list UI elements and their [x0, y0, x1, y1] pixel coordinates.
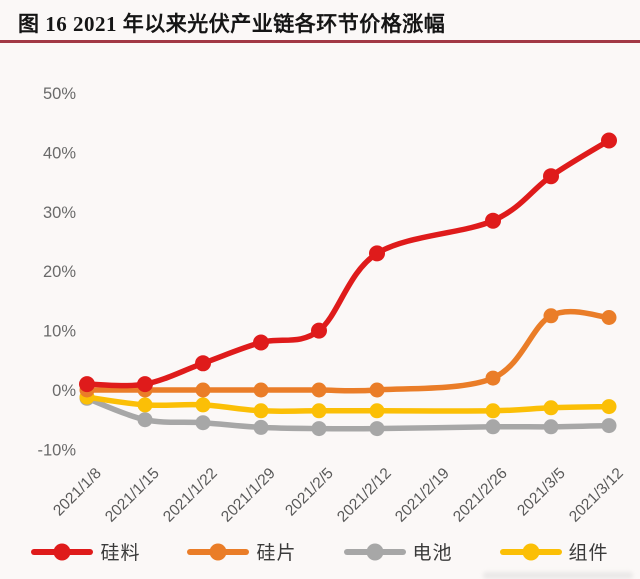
- data-point-module: [253, 403, 269, 419]
- x-tick-label: 2021/3/12: [566, 465, 627, 526]
- x-tick-label: 2021/1/8: [50, 465, 105, 520]
- legend-item-module: 组件: [499, 538, 609, 565]
- data-point-module: [137, 397, 153, 413]
- wafer-line-marker-icon: [187, 542, 250, 562]
- x-tick-label: 2021/1/29: [218, 465, 279, 526]
- x-tick-label: 2021/3/5: [514, 465, 569, 520]
- data-point-module: [543, 400, 559, 416]
- data-point-silicon-material: [369, 245, 385, 262]
- series-silicon-material: [79, 132, 617, 393]
- data-point-wafer: [543, 308, 559, 324]
- legend-label-silicon-material: 硅料: [100, 543, 141, 564]
- series-module: [79, 389, 617, 419]
- data-point-silicon-material: [601, 132, 617, 149]
- legend-item-cell: 电池: [343, 538, 453, 565]
- silicon-material-line-marker-icon: [31, 542, 94, 562]
- legend-label-module: 组件: [568, 543, 609, 564]
- data-point-cell: [369, 421, 385, 437]
- data-point-cell: [485, 419, 501, 435]
- data-point-module: [369, 403, 385, 419]
- cell-line-marker-icon: [343, 542, 406, 562]
- data-point-silicon-material: [253, 334, 269, 351]
- data-point-wafer: [195, 382, 211, 398]
- x-tick-label: 2021/1/22: [160, 465, 221, 526]
- data-point-module: [601, 399, 617, 415]
- data-point-cell: [195, 415, 211, 431]
- module-line-marker-icon: [499, 542, 562, 562]
- series-wafer: [79, 308, 617, 398]
- y-tick-label: 40%: [43, 144, 76, 162]
- figure-title: 图 16 2021 年以来光伏产业链各环节价格涨幅: [18, 12, 446, 36]
- series-line-silicon-material: [84, 137, 612, 389]
- data-point-cell: [137, 412, 153, 428]
- data-point-silicon-material: [311, 322, 327, 339]
- data-point-wafer: [485, 370, 501, 386]
- data-point-silicon-material: [485, 212, 501, 229]
- chart-legend: 硅料 硅片 电池 组件: [0, 538, 640, 565]
- x-tick-label: 2021/2/19: [392, 465, 453, 526]
- legend-item-wafer: 硅片: [187, 538, 296, 565]
- series-line-wafer: [84, 309, 612, 394]
- data-point-silicon-material: [543, 168, 559, 185]
- series-line-module: [84, 394, 612, 414]
- legend-item-silicon-material: 硅料: [31, 538, 140, 565]
- x-tick-label: 2021/2/5: [282, 465, 337, 520]
- data-point-module: [195, 397, 211, 413]
- legend-label-wafer: 硅片: [256, 543, 297, 564]
- y-tick-label: -10%: [37, 441, 76, 459]
- data-point-cell: [311, 421, 327, 437]
- data-point-cell: [601, 418, 617, 434]
- y-tick-label: 30%: [43, 204, 76, 222]
- data-point-wafer: [601, 310, 617, 325]
- data-point-cell: [543, 419, 559, 435]
- data-point-wafer: [311, 382, 327, 398]
- data-point-silicon-material: [195, 355, 211, 372]
- data-point-wafer: [253, 382, 269, 398]
- x-tick-label: 2021/2/12: [334, 465, 395, 526]
- x-tick-label: 2021/2/26: [450, 465, 511, 526]
- data-point-cell: [253, 419, 269, 435]
- data-point-silicon-material: [79, 376, 95, 393]
- x-tick-label: 2021/1/15: [102, 465, 163, 526]
- data-point-module: [311, 403, 327, 419]
- data-point-module: [485, 403, 501, 419]
- cropped-watermark-remnant: [483, 572, 633, 579]
- y-tick-label: 20%: [43, 263, 76, 281]
- legend-label-cell: 电池: [412, 543, 453, 564]
- data-point-silicon-material: [137, 376, 153, 393]
- data-point-wafer: [369, 382, 385, 398]
- y-tick-label: 50%: [43, 85, 76, 103]
- y-tick-label: 0%: [52, 382, 76, 400]
- y-axis-tick-labels: 50% 40% 30% 20% 10% 0% -10%: [37, 85, 76, 459]
- y-tick-label: 10%: [43, 323, 76, 341]
- title-separator-rule: [0, 40, 640, 43]
